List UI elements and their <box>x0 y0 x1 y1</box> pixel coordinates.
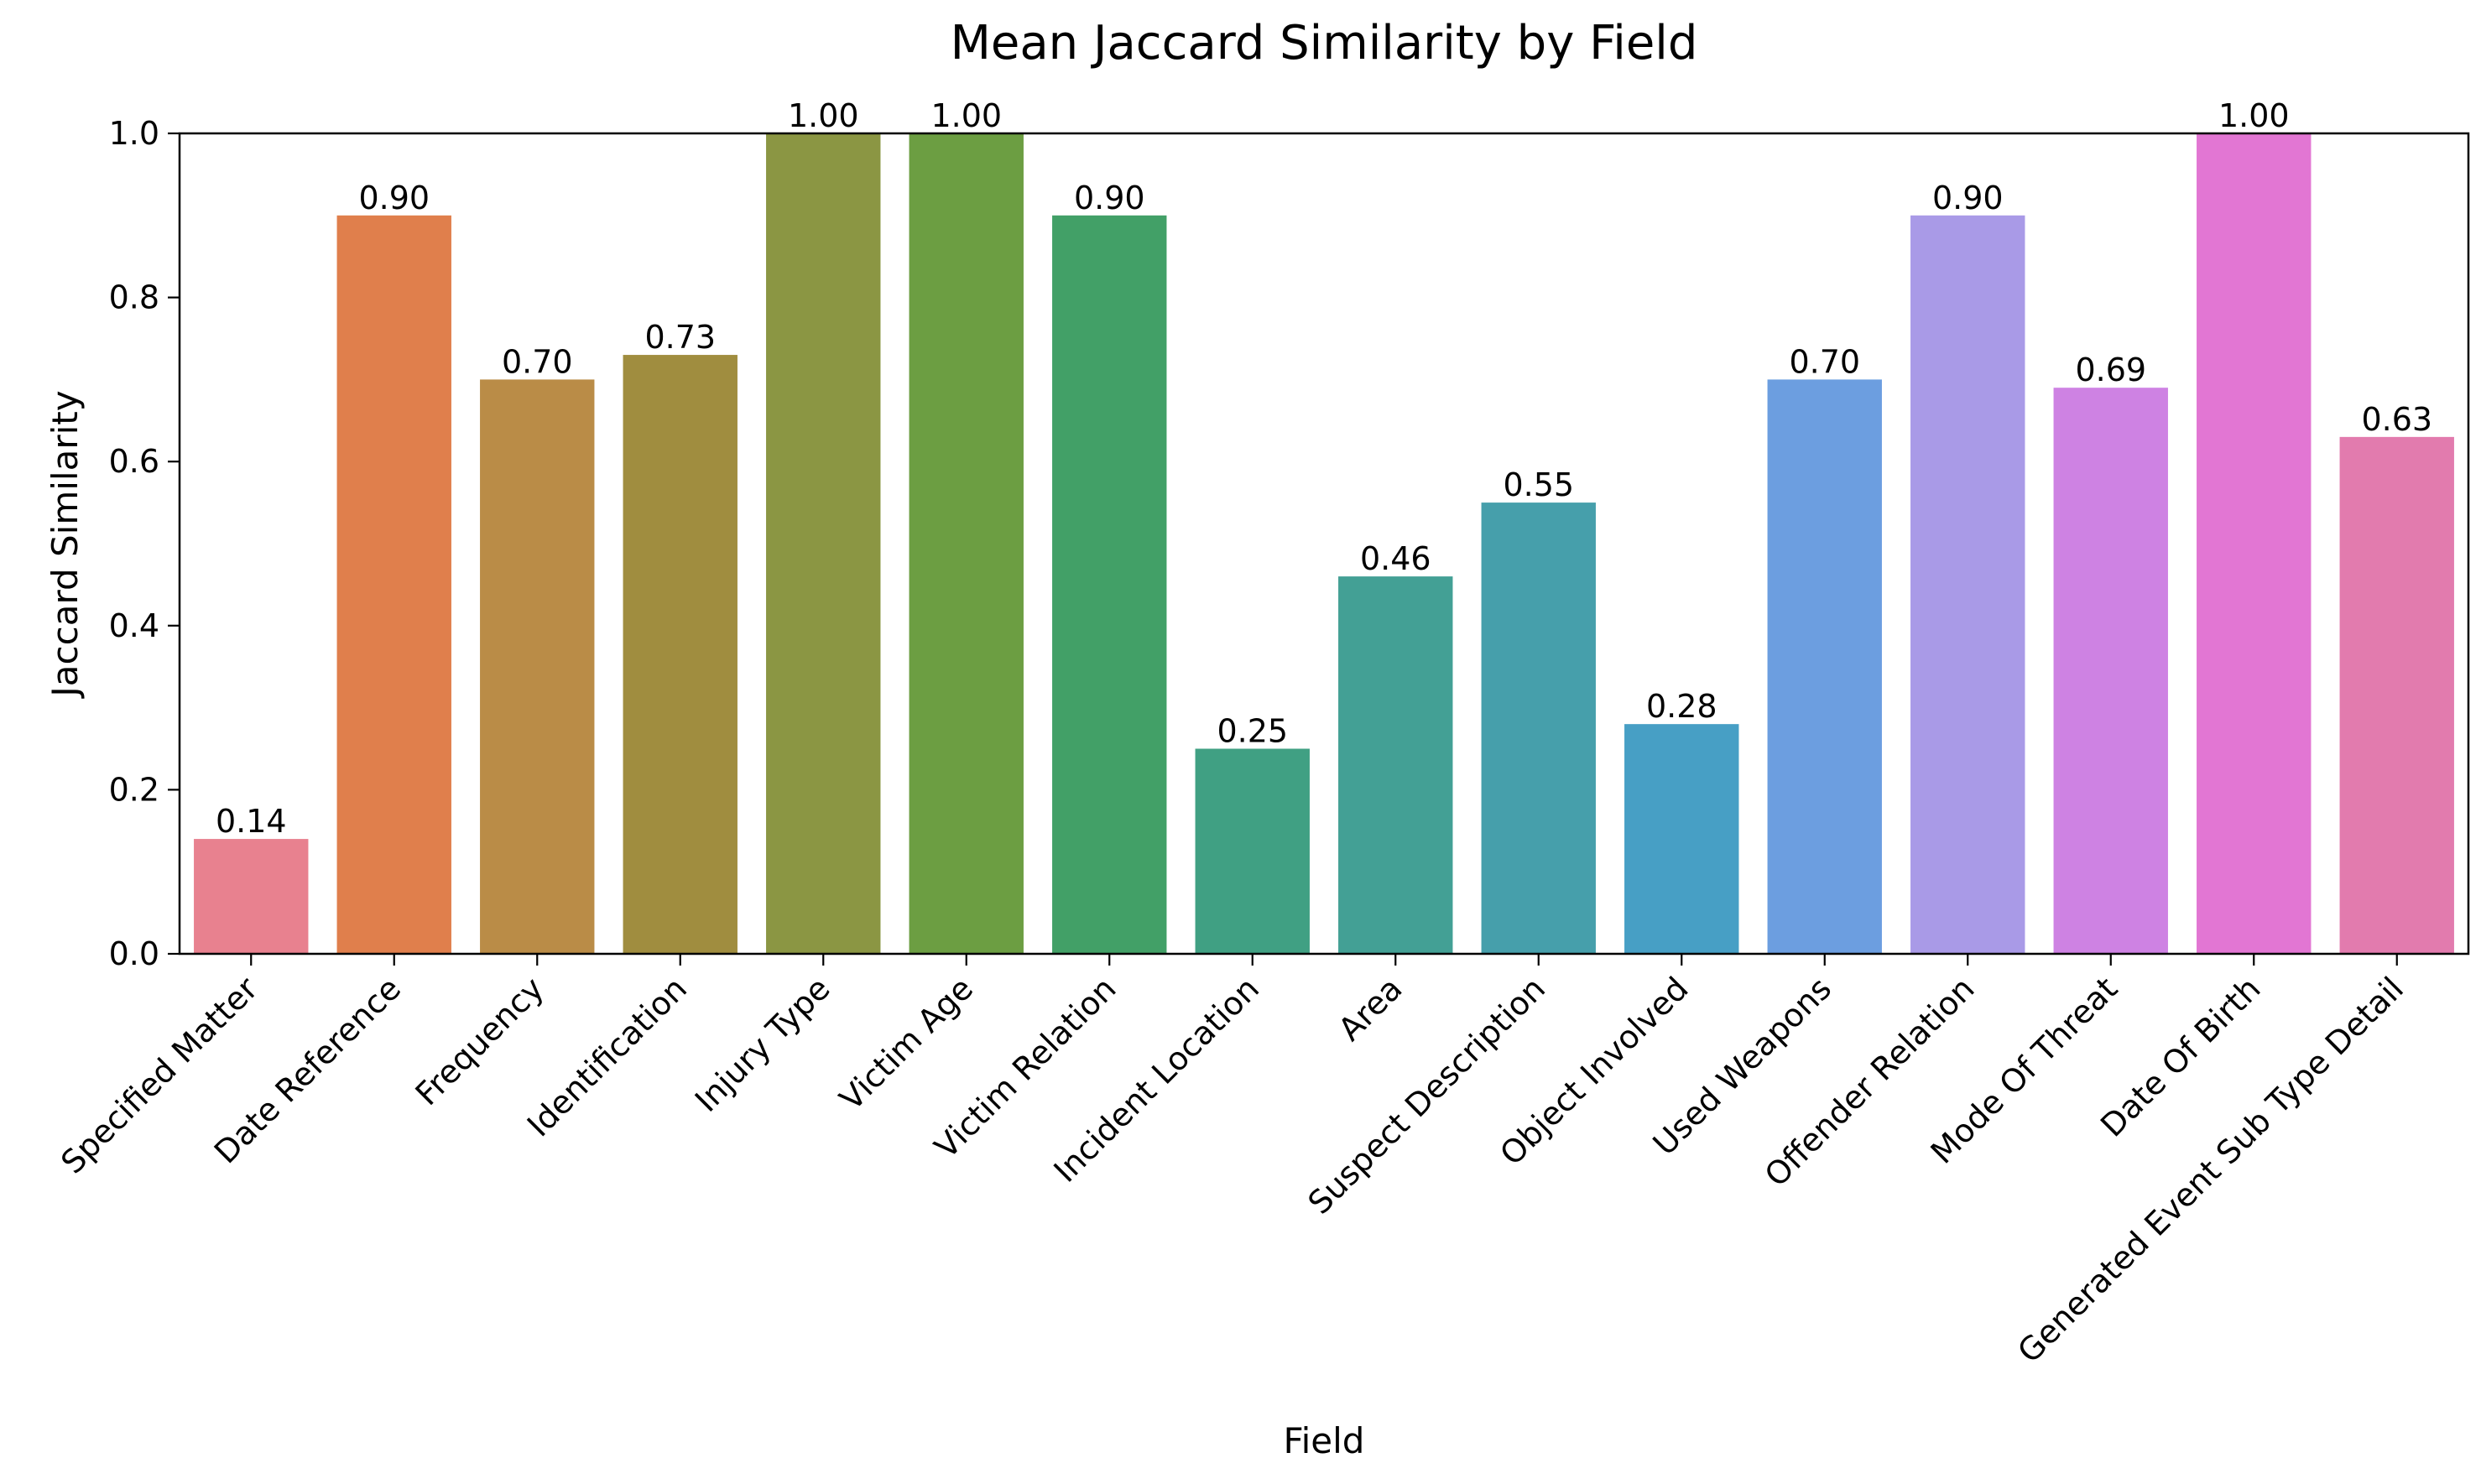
x-tick-label: Area <box>1332 970 1410 1048</box>
bar <box>766 133 881 954</box>
data-label: 0.46 <box>1360 540 1431 577</box>
bar <box>2053 388 2168 954</box>
bar <box>1195 748 1310 954</box>
bar <box>194 839 309 954</box>
data-label: 0.69 <box>2075 351 2146 388</box>
bar <box>623 355 738 954</box>
x-tick-label: Frequency <box>409 970 551 1112</box>
y-tick-label: 1.0 <box>109 115 159 152</box>
y-tick-label: 0.2 <box>109 771 159 808</box>
data-label: 1.00 <box>2218 97 2290 134</box>
data-labels: 0.14 0.90 0.70 0.73 1.00 1.00 0.90 0.25 0.46 0.55… <box>216 97 2432 840</box>
x-tick-label: Suspect Description <box>1300 970 1552 1221</box>
data-label: 0.90 <box>358 180 430 216</box>
x-tick-label: Victim Age <box>832 970 980 1117</box>
bar <box>2339 436 2454 954</box>
data-label: 1.00 <box>930 97 1002 134</box>
data-label: 1.00 <box>788 97 859 134</box>
data-label: 0.63 <box>2361 401 2432 438</box>
data-label: 0.14 <box>216 803 287 840</box>
data-label: 0.25 <box>1217 713 1288 750</box>
data-label: 0.70 <box>502 343 573 380</box>
data-label: 0.55 <box>1503 466 1574 503</box>
data-label: 0.90 <box>1932 180 2004 216</box>
y-tick-label: 0.4 <box>109 607 159 644</box>
y-tick-label: 0.6 <box>109 443 159 480</box>
y-tick-label: 0.0 <box>109 935 159 972</box>
bar <box>909 133 1024 954</box>
y-tick-label: 0.8 <box>109 279 159 316</box>
data-label: 0.70 <box>1789 343 1860 380</box>
bar <box>336 215 451 954</box>
bars-layer <box>194 133 2454 954</box>
data-label: 0.28 <box>1646 688 1717 725</box>
plot-frame <box>178 132 2470 955</box>
y-axis-title: Jaccard Similarity <box>44 390 86 699</box>
x-tick-label: Injury Type <box>688 970 837 1119</box>
y-axis: 0.0 0.2 0.4 0.6 0.8 1.0 <box>109 115 180 972</box>
data-label: 0.73 <box>644 319 716 356</box>
bar <box>1910 215 2025 954</box>
data-label: 0.90 <box>1074 180 1145 216</box>
bar <box>1767 379 1882 954</box>
bar <box>1338 576 1453 954</box>
chart-title: Mean Jaccard Similarity by Field <box>951 16 1698 70</box>
bar <box>1624 724 1739 954</box>
x-axis-title: Field <box>1284 1420 1365 1461</box>
bar <box>1052 215 1167 954</box>
bar <box>480 379 595 954</box>
bar <box>1481 502 1596 954</box>
bar <box>2197 133 2312 954</box>
